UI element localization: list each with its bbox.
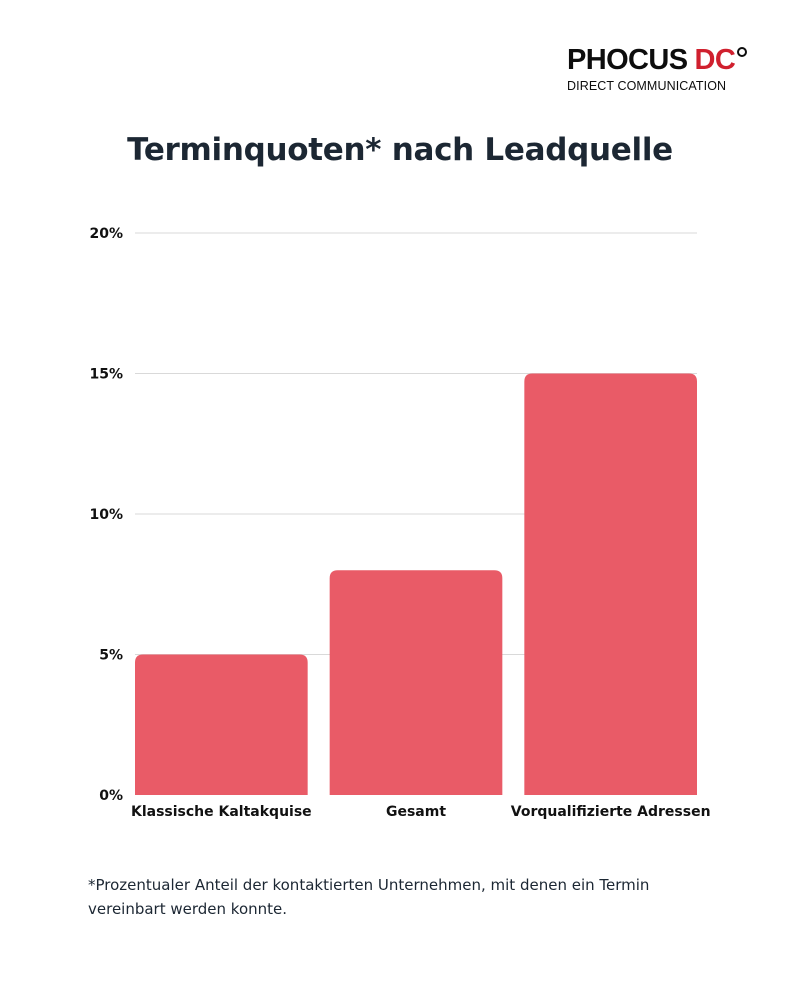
x-tick-label: Vorqualifizierte Adressen <box>511 804 711 820</box>
bar <box>524 373 697 795</box>
y-tick-label: 10% <box>89 507 123 523</box>
logo-circle-icon <box>737 47 748 57</box>
logo-word: PHOCUS <box>567 44 688 76</box>
chart-title: Terminquoten* nach Leadquelle <box>127 132 673 168</box>
bar <box>329 570 503 795</box>
y-tick-label: 15% <box>89 367 123 383</box>
logo-subtitle: DIRECT COMMUNICATION <box>567 79 727 93</box>
logo-wordmark: PHOCUS DC <box>567 46 757 75</box>
y-tick-label: 20% <box>89 226 123 242</box>
footnote: *Prozentualer Anteil der kontaktierten U… <box>88 876 650 918</box>
x-tick-label: Klassische Kaltakquise <box>131 804 312 820</box>
y-tick-label: 5% <box>99 648 123 664</box>
logo-accent: DC <box>694 44 736 76</box>
bar <box>135 654 308 795</box>
x-tick-label: Gesamt <box>386 804 446 820</box>
y-tick-label: 0% <box>99 788 123 804</box>
brand-logo: PHOCUS DC DIRECT COMMUNICATION <box>567 46 757 93</box>
